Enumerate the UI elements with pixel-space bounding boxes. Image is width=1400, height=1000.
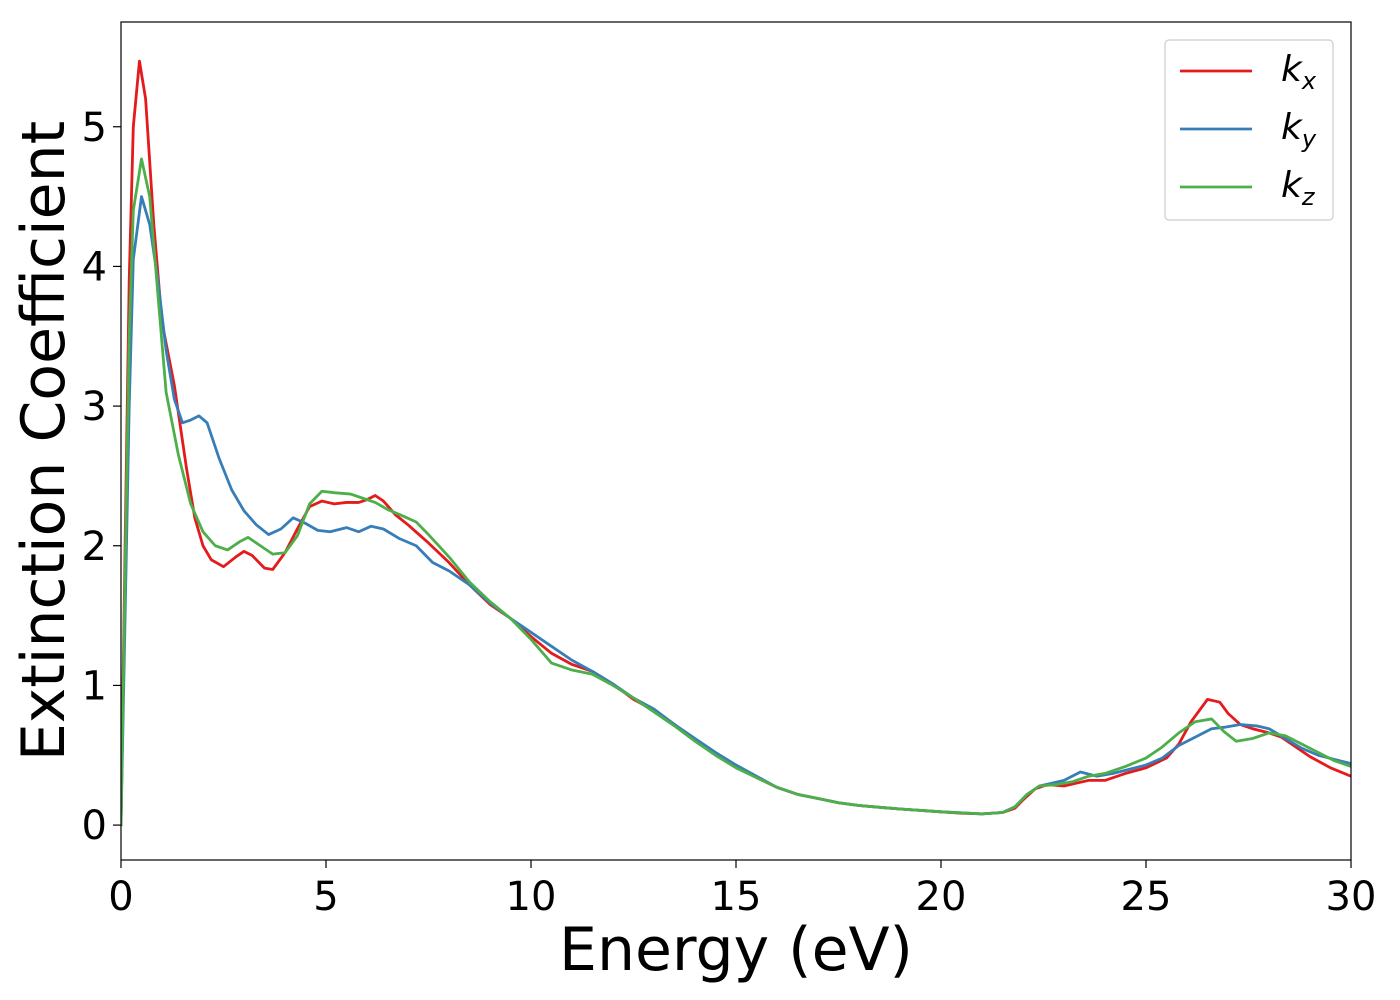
- legend-label-ky: ky: [1281, 107, 1317, 153]
- legend-label-subscript: x: [1301, 67, 1317, 95]
- legend-label-main: k: [1281, 49, 1304, 90]
- y-tick-label: 1: [82, 663, 107, 709]
- y-axis-title: Extinction Coefficient: [9, 121, 79, 761]
- legend-label-kz: kz: [1281, 165, 1316, 211]
- plot-series-group: [121, 59, 1351, 827]
- x-tick-label: 30: [1326, 874, 1377, 920]
- y-tick-label: 3: [82, 384, 107, 430]
- y-tick-label: 0: [82, 803, 107, 849]
- x-tick-label: 25: [1121, 874, 1172, 920]
- x-tick-label: 5: [313, 874, 338, 920]
- x-tick-label: 20: [916, 874, 967, 920]
- legend-label-subscript: y: [1301, 125, 1317, 153]
- x-axis-ticks: 0 5 10 15 20 25 30: [108, 860, 1376, 920]
- y-tick-label: 5: [82, 105, 107, 151]
- y-tick-label: 2: [82, 524, 107, 570]
- x-tick-label: 15: [711, 874, 762, 920]
- x-tick-label: 10: [506, 874, 557, 920]
- y-axis-ticks: 0 1 2 3 4 5: [82, 105, 121, 849]
- x-tick-label: 0: [108, 874, 133, 920]
- legend-label-main: k: [1281, 165, 1304, 206]
- legend-label-main: k: [1281, 107, 1304, 148]
- legend-label-subscript: z: [1301, 183, 1316, 211]
- series-line-kz: [121, 157, 1351, 827]
- x-axis-title: Energy (eV): [559, 915, 913, 985]
- y-tick-label: 4: [82, 244, 107, 290]
- legend-label-kx: kx: [1281, 49, 1317, 95]
